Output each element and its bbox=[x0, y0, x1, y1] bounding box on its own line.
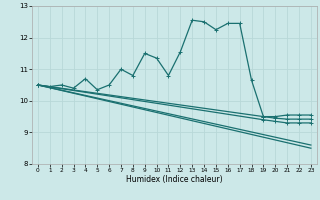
X-axis label: Humidex (Indice chaleur): Humidex (Indice chaleur) bbox=[126, 175, 223, 184]
